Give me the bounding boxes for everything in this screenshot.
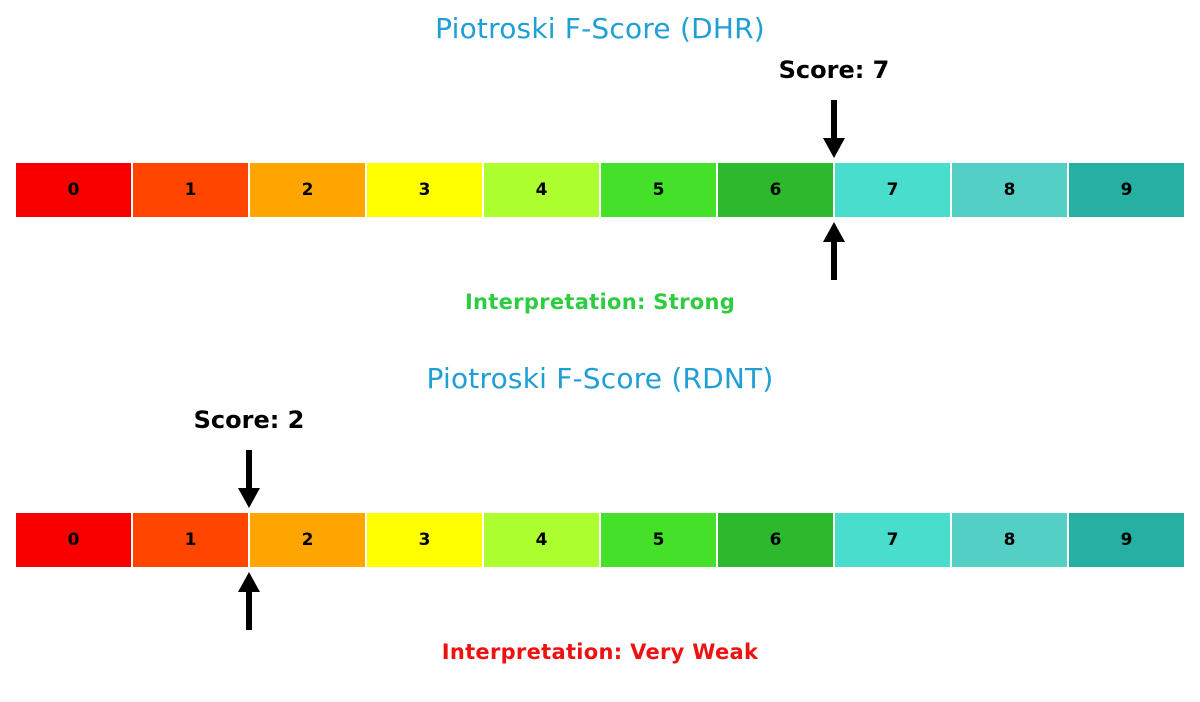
score-arrow-up-icon [236,572,262,630]
score-label: Score: 2 [193,406,305,434]
scale-segment-3: 3 [366,512,483,568]
scale-segment-8: 8 [951,512,1068,568]
scale-segment-5: 5 [600,162,717,218]
score-arrow-down-icon [236,450,262,508]
score-arrow-down-icon [821,100,847,158]
scale-segment-8: 8 [951,162,1068,218]
scale-segment-1: 1 [132,512,249,568]
scale-segment-3: 3 [366,162,483,218]
scale-segment-6: 6 [717,512,834,568]
interpretation-label: Interpretation: Strong [464,290,736,314]
scale-segment-6: 6 [717,162,834,218]
scale-segment-0: 0 [15,512,132,568]
scale-segment-7: 7 [834,512,951,568]
scale-segment-4: 4 [483,162,600,218]
scale-segment-1: 1 [132,162,249,218]
interpretation-label: Interpretation: Very Weak [441,640,759,664]
chart-title: Piotroski F-Score (RDNT) [426,362,774,395]
score-arrow-up-icon [821,222,847,280]
scale-segment-0: 0 [15,162,132,218]
scale-segment-2: 2 [249,162,366,218]
scale-segment-4: 4 [483,512,600,568]
scale-segment-9: 9 [1068,512,1185,568]
scale-segment-9: 9 [1068,162,1185,218]
chart-title: Piotroski F-Score (DHR) [435,12,765,45]
scale-segment-2: 2 [249,512,366,568]
scale-segment-7: 7 [834,162,951,218]
score-label: Score: 7 [778,56,890,84]
scale-segment-5: 5 [600,512,717,568]
